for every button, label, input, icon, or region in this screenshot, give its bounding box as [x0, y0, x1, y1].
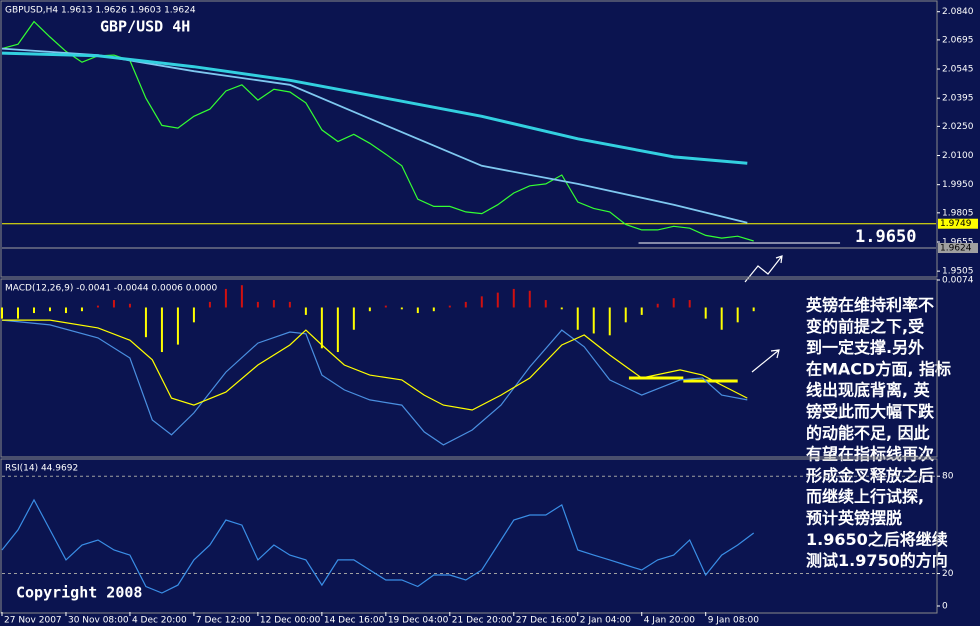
y-tick-label: 2.0250 [942, 122, 974, 132]
y-tick-label: 1.9950 [942, 180, 974, 190]
y-tick-label: 2.0395 [942, 94, 974, 104]
commentary-line: 变的前提之下,受 [806, 317, 924, 336]
series-line [1, 498, 755, 594]
commentary-line: 英镑在维持利率不 [805, 296, 934, 315]
price-label: 1.9749 [940, 219, 972, 229]
price-label-box [938, 243, 978, 254]
x-tick-label: 12 Dec 00:00 [260, 616, 321, 626]
forecast-arrow [744, 255, 783, 283]
commentary-line: 到一定支撑.另外 [806, 338, 924, 357]
chart-title: GBP/USD 4H [100, 18, 190, 36]
x-tick-label: 19 Dec 04:00 [388, 616, 449, 626]
commentary-line: 形成金叉释放之后 [806, 466, 934, 485]
commentary-line: 1.9650之后将继续 [806, 530, 948, 549]
x-tick-label: 21 Dec 20:00 [452, 616, 513, 626]
commentary-line: 的动能不足, 因此 [806, 423, 930, 442]
panel-border [0, 458, 938, 614]
commentary-line: 预计英镑摆脱 [806, 509, 902, 528]
price-label: 1.9624 [940, 244, 972, 254]
panel-header: MACD(12,26,9) -0.0041 -0.0044 0.0006 0.0… [5, 284, 218, 294]
panel-border [0, 0, 938, 278]
level-label: 1.9650 [855, 227, 916, 247]
x-tick-label: 30 Nov 08:00 [68, 616, 129, 626]
y-tick-label: 20 [942, 569, 954, 579]
y-tick-label: 1.9505 [942, 267, 974, 277]
x-tick-label: 2 Jan 04:00 [580, 616, 632, 626]
y-tick-label: 0 [942, 602, 948, 612]
x-tick-label: 9 Jan 08:00 [708, 616, 760, 626]
series-line [2, 319, 748, 411]
x-tick-label: 27 Nov 2007 [4, 616, 62, 626]
panel-header: GBPUSD,H4 1.9613 1.9626 1.9603 1.9624 [5, 6, 196, 16]
x-tick-label: 14 Dec 16:00 [324, 616, 385, 626]
y-tick-label: 0.0074 [942, 276, 974, 286]
y-tick-label: 1.9805 [942, 208, 974, 218]
y-tick-label: 2.0695 [942, 35, 974, 45]
commentary-line: 在MACD方面, 指标 [806, 359, 951, 378]
x-tick-label: 4 Dec 20:00 [132, 616, 187, 626]
panel-border [0, 278, 938, 458]
commentary-line: 测试1.9750的方向 [806, 551, 948, 570]
commentary-line: 线出现底背离, 英 [806, 381, 931, 400]
commentary-line: 镑受此而大幅下跌 [806, 402, 935, 421]
series-line [1, 319, 748, 446]
x-tick-label: 27 Dec 16:00 [516, 616, 577, 626]
series-line [1, 51, 748, 165]
y-tick-label: 2.0840 [942, 7, 974, 17]
y-tick-label: 2.0545 [942, 65, 974, 75]
commentary-line: 而继续上行试探, [806, 487, 924, 506]
copyright: Copyright 2008 [16, 584, 142, 602]
price-label-box [938, 218, 978, 229]
macd-arrow [751, 349, 780, 373]
x-tick-label: 7 Dec 12:00 [196, 616, 251, 626]
y-tick-label: 80 [942, 472, 954, 482]
panel-header: RSI(14) 44.9692 [5, 464, 78, 474]
y-tick-label: 1.9655 [942, 237, 974, 247]
x-tick-label: 4 Jan 20:00 [644, 616, 696, 626]
y-tick-label: 2.0100 [942, 151, 974, 161]
commentary-line: 有望在指标线再次 [806, 445, 934, 464]
